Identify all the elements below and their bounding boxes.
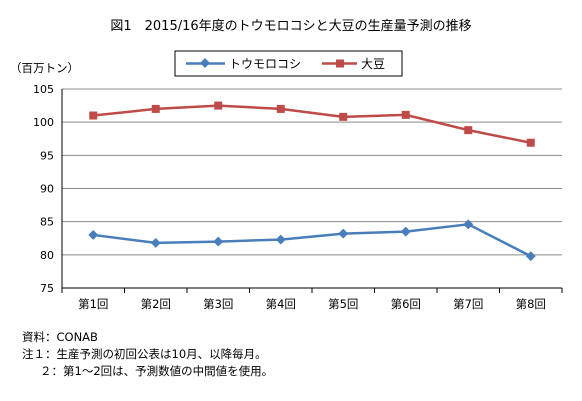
series-line-1	[93, 223, 532, 258]
y-tick-label-95: 95	[40, 149, 54, 162]
y-tick-label-100: 100	[33, 116, 54, 129]
legend-item-soybean: 大豆	[322, 57, 385, 71]
x-tick-label-2: 第2回	[141, 297, 171, 311]
notes-block: 資料：CONAB 注１：生産予測の初回公表は10月、以降毎月。 ２：第1～2回は…	[22, 329, 273, 380]
series-2-point-2	[151, 104, 160, 113]
x-tick-label-1: 第1回	[78, 297, 108, 311]
line-chart: 図1 2015/16年度のトウモロコシと大豆の生産量予測の推移 （百万トン） ト…	[10, 18, 563, 311]
series-2-point-6	[401, 110, 410, 119]
legend-label-corn: トウモロコシ	[229, 57, 301, 71]
legend-label-soybean: 大豆	[361, 57, 385, 71]
series-2-point-7	[464, 126, 473, 135]
y-tick-label-80: 80	[40, 249, 54, 262]
source-note: 資料：CONAB	[22, 330, 98, 344]
series-layer	[88, 101, 536, 262]
legend-marker-corn	[200, 58, 210, 68]
y-tick-label-90: 90	[40, 183, 54, 196]
series-line-2	[93, 104, 531, 144]
series-1-point-6	[400, 226, 411, 237]
x-tick-label-4: 第4回	[266, 297, 296, 311]
series-1-point-7	[463, 219, 474, 230]
y-tick-label-105: 105	[33, 83, 54, 96]
series-2-point-5	[339, 112, 348, 121]
series-1-point-3	[213, 236, 224, 247]
series-1-point-5	[338, 228, 349, 239]
series-2-point-3	[214, 101, 223, 110]
legend-item-corn: トウモロコシ	[186, 57, 301, 71]
series-1-point-2	[150, 237, 161, 248]
x-tick-label-3: 第3回	[203, 297, 233, 311]
series-2-point-8	[526, 138, 535, 147]
x-tick-label-5: 第5回	[328, 297, 358, 311]
y-axis-unit-label: （百万トン）	[10, 61, 79, 75]
y-axis-ticks: 75 80 85 90 95 100 105	[33, 83, 54, 295]
gridlines	[62, 88, 562, 256]
series-1-point-1	[88, 229, 99, 240]
x-tick-label-7: 第7回	[453, 297, 483, 311]
series-2-point-4	[276, 104, 285, 113]
series-1-point-8	[525, 251, 536, 262]
y-tick-label-85: 85	[40, 216, 54, 229]
series-2-point-1	[89, 111, 98, 120]
x-tick-label-6: 第6回	[391, 297, 421, 311]
note-2: ２：第1～2回は、予測数値の中間値を使用。	[40, 364, 274, 378]
note-1: 注１：生産予測の初回公表は10月、以降毎月。	[22, 347, 267, 361]
x-axis: 第1回 第2回 第3回 第4回 第5回 第6回 第7回 第8回	[61, 89, 563, 311]
chart-title: 図1 2015/16年度のトウモロコシと大豆の生産量予測の推移	[110, 18, 471, 34]
series-1-point-4	[275, 234, 286, 245]
y-tick-label-75: 75	[40, 282, 54, 295]
legend-marker-soybean	[336, 59, 344, 68]
x-tick-label-8: 第8回	[516, 297, 546, 311]
